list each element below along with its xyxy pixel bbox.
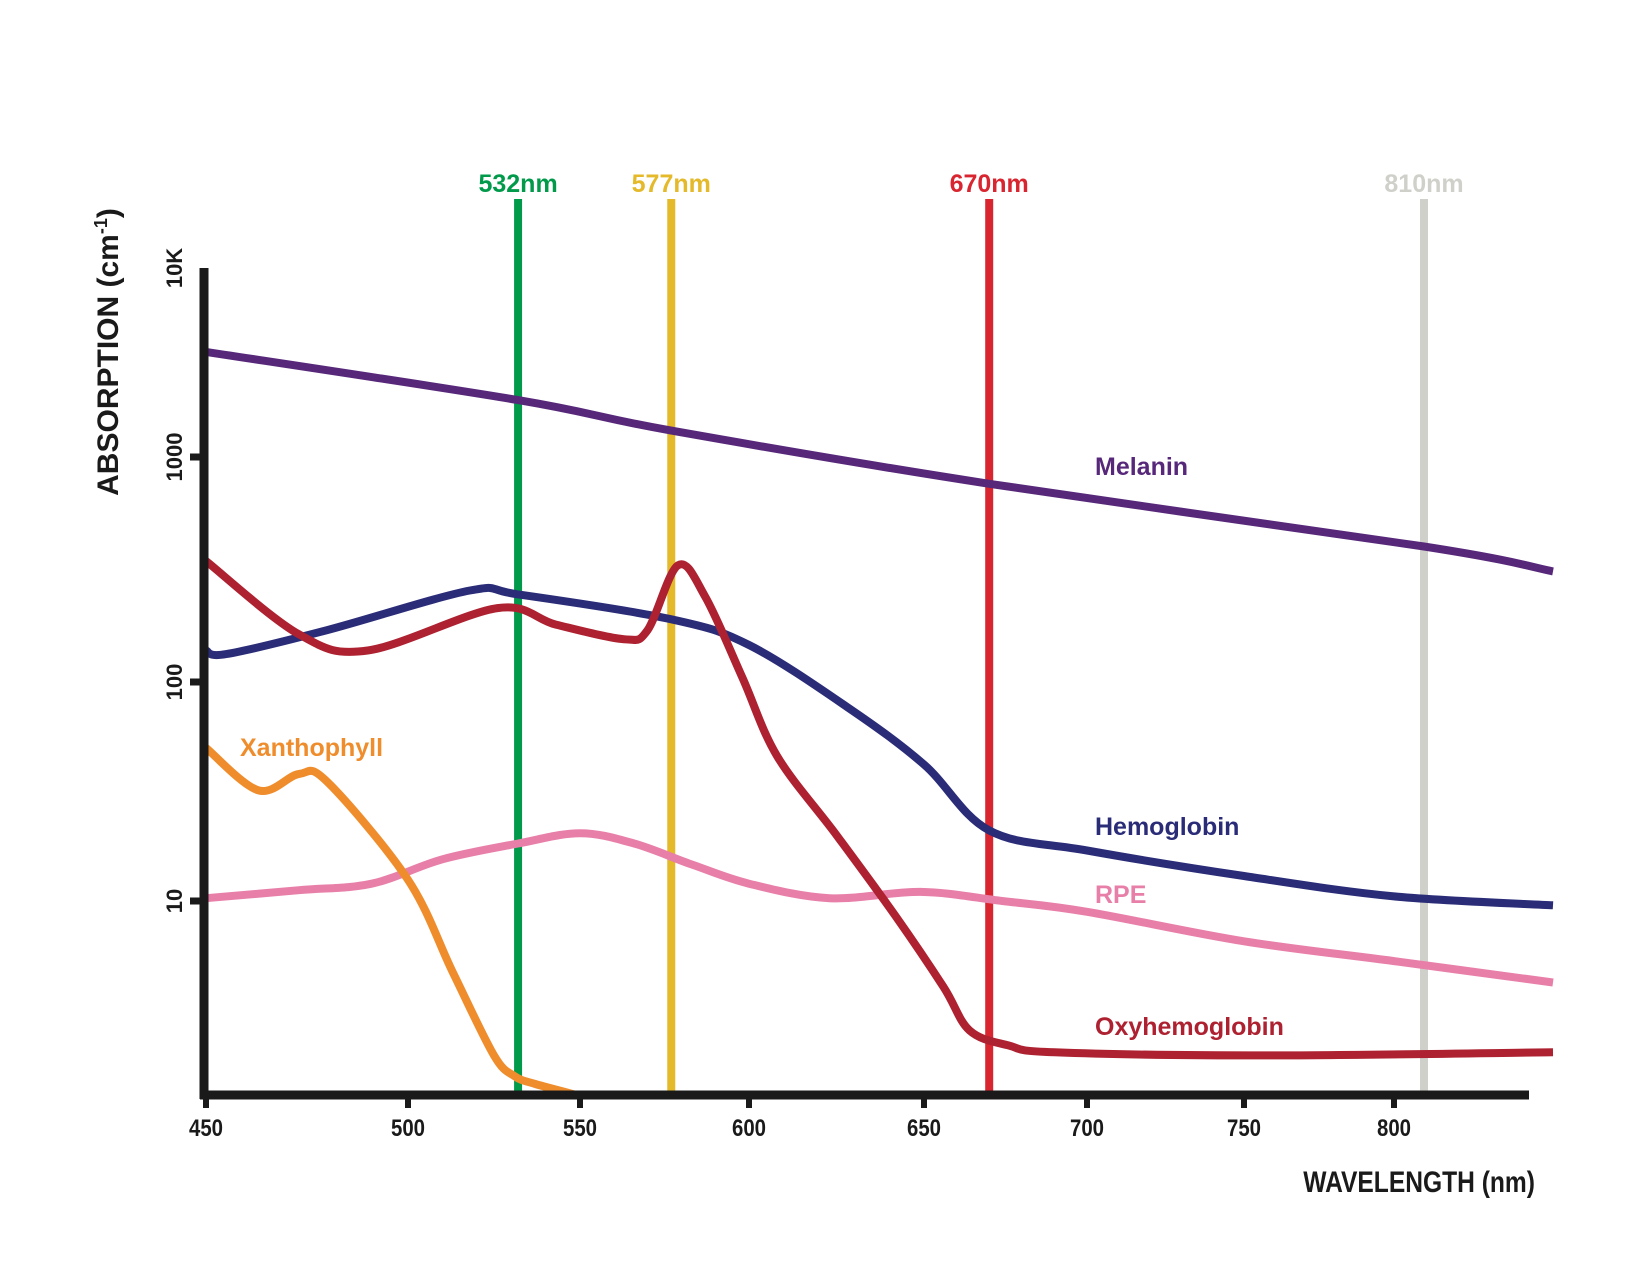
laser-label-670: 670nm — [950, 170, 1029, 198]
x-tick-label: 600 — [732, 1114, 766, 1141]
x-tick-label: 550 — [563, 1114, 597, 1141]
series-label-melanin: Melanin — [1095, 453, 1188, 481]
y-axis-title: ABSORPTION (cm-1) — [91, 208, 125, 496]
laser-label-577: 577nm — [632, 170, 711, 198]
x-tick-label: 700 — [1070, 1114, 1104, 1141]
y-axis-title-close: ) — [92, 208, 125, 218]
series-curves — [203, 347, 1554, 1099]
y-tick-label: 1000 — [162, 433, 187, 482]
series-label-hemoglobin: Hemoglobin — [1095, 813, 1239, 841]
series-label-rpe: RPE — [1095, 881, 1146, 909]
laser-lines: 532nm 577nm 670nm 810nm — [478, 170, 1464, 1095]
y-tick-label: 100 — [162, 664, 187, 701]
series-line-hemoglobin — [204, 583, 1554, 910]
series-line-oxyhemoglobin — [203, 557, 1554, 1060]
x-tick-label: 450 — [189, 1114, 223, 1141]
y-axis-title-main: ABSORPTION (cm — [92, 234, 125, 496]
x-tick-label: 500 — [391, 1114, 425, 1141]
series-line-melanin — [205, 347, 1554, 576]
y-tick-label: 10 — [162, 889, 187, 913]
series-labels: Melanin Hemoglobin RPE Oxyhemoglobin Xanthop… — [240, 453, 1284, 1041]
axes: 450 500 550 600 650 700 750 800 10 100 1000 10K — [162, 248, 1529, 1141]
series-line-rpe — [205, 829, 1554, 987]
laser-label-532: 532nm — [478, 170, 557, 198]
y-tick-label: 10K — [162, 248, 187, 288]
x-tick-label: 750 — [1227, 1114, 1261, 1141]
x-axis-title: WAVELENGTH (nm) — [1303, 1165, 1535, 1199]
y-axis-title-superscript: -1 — [91, 218, 111, 234]
series-label-oxyhemoglobin: Oxyhemoglobin — [1095, 1013, 1284, 1041]
x-tick-label: 650 — [907, 1114, 941, 1141]
laser-label-810: 810nm — [1384, 170, 1463, 198]
x-tick-label: 800 — [1377, 1114, 1411, 1141]
series-label-xanthophyll: Xanthophyll — [240, 734, 383, 762]
series-line-xanthophyll — [203, 744, 578, 1099]
